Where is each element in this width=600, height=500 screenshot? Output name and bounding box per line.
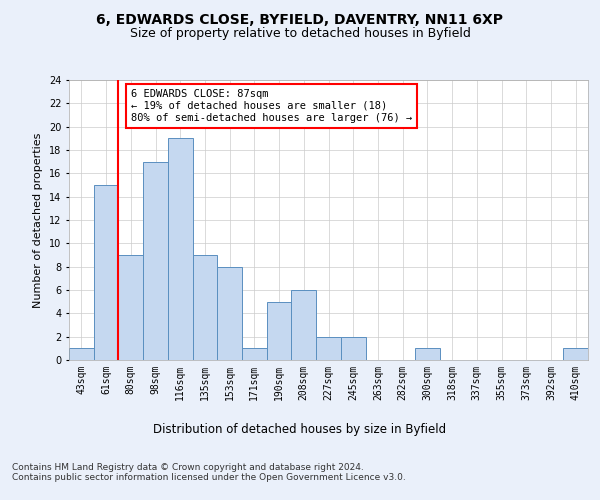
Bar [341, 336, 365, 360]
Text: 6 EDWARDS CLOSE: 87sqm
← 19% of detached houses are smaller (18)
80% of semi-det: 6 EDWARDS CLOSE: 87sqm ← 19% of detached… [131, 90, 412, 122]
Bar [316, 336, 341, 360]
Bar [217, 266, 242, 360]
Text: Size of property relative to detached houses in Byfield: Size of property relative to detached ho… [130, 28, 470, 40]
Bar [415, 348, 440, 360]
Bar [118, 255, 143, 360]
Bar [168, 138, 193, 360]
Text: Distribution of detached houses by size in Byfield: Distribution of detached houses by size … [154, 422, 446, 436]
Bar [69, 348, 94, 360]
Bar [292, 290, 316, 360]
Bar [267, 302, 292, 360]
Bar [193, 255, 217, 360]
Y-axis label: Number of detached properties: Number of detached properties [34, 132, 43, 308]
Bar [563, 348, 588, 360]
Bar [242, 348, 267, 360]
Text: Contains HM Land Registry data © Crown copyright and database right 2024.
Contai: Contains HM Land Registry data © Crown c… [12, 462, 406, 482]
Bar [143, 162, 168, 360]
Bar [94, 185, 118, 360]
Text: 6, EDWARDS CLOSE, BYFIELD, DAVENTRY, NN11 6XP: 6, EDWARDS CLOSE, BYFIELD, DAVENTRY, NN1… [97, 12, 503, 26]
